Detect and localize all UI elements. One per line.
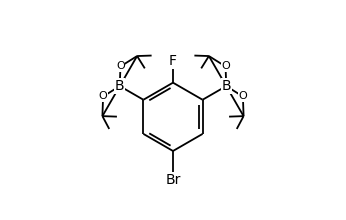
Text: Br: Br [165, 173, 181, 187]
Text: F: F [169, 54, 177, 68]
Text: B: B [221, 79, 231, 93]
Text: O: O [99, 92, 108, 101]
Text: O: O [238, 92, 247, 101]
Text: O: O [221, 61, 230, 72]
Text: O: O [116, 61, 125, 72]
Text: B: B [115, 79, 125, 93]
